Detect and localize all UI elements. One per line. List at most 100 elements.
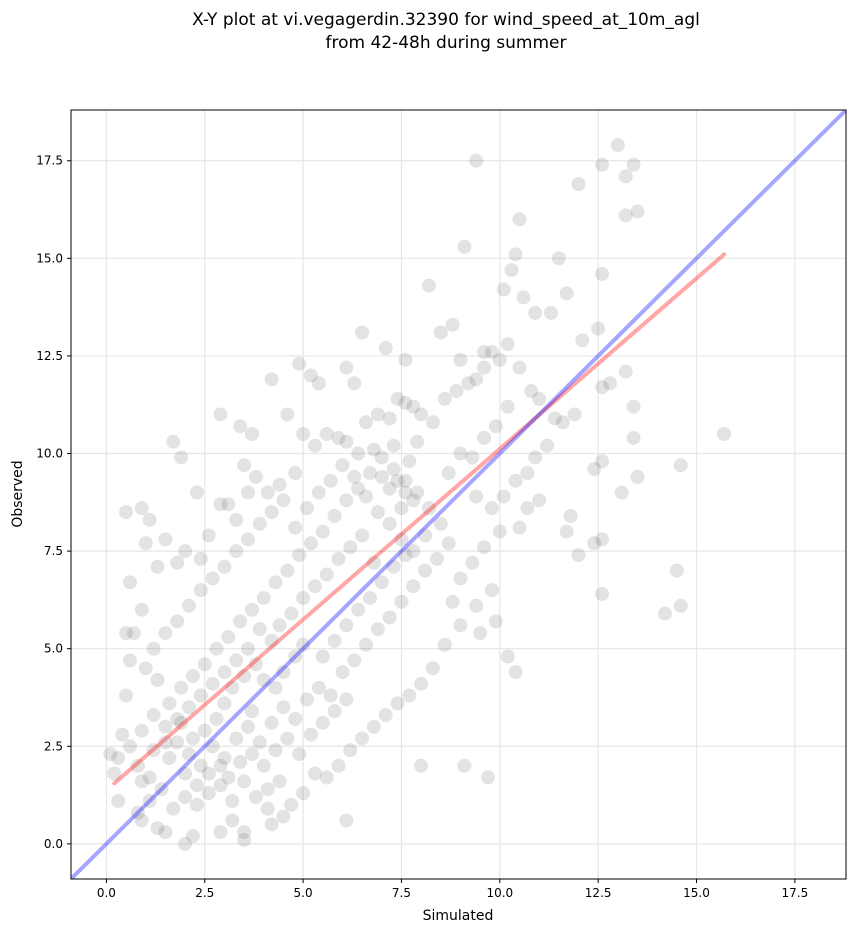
data-point bbox=[618, 208, 633, 223]
data-point bbox=[414, 758, 429, 773]
data-point bbox=[370, 622, 385, 637]
data-point bbox=[221, 629, 236, 644]
data-point bbox=[532, 493, 547, 508]
data-point bbox=[595, 266, 610, 281]
data-point bbox=[323, 688, 338, 703]
data-point bbox=[248, 469, 263, 484]
x-tick-label: 17.5 bbox=[781, 886, 808, 900]
data-point bbox=[516, 290, 531, 305]
data-point bbox=[339, 813, 354, 828]
data-point bbox=[130, 805, 145, 820]
data-point bbox=[256, 590, 271, 605]
data-point bbox=[174, 715, 189, 730]
data-point bbox=[398, 473, 413, 488]
data-point bbox=[524, 384, 539, 399]
data-point bbox=[241, 641, 256, 656]
data-point bbox=[288, 649, 303, 664]
data-point bbox=[477, 540, 492, 555]
data-point bbox=[288, 466, 303, 481]
data-point bbox=[394, 532, 409, 547]
data-point bbox=[193, 551, 208, 566]
data-point bbox=[406, 399, 421, 414]
data-point bbox=[547, 411, 562, 426]
data-point bbox=[111, 750, 126, 765]
data-point bbox=[614, 485, 629, 500]
y-tick-label: 12.5 bbox=[36, 349, 63, 363]
data-point bbox=[602, 376, 617, 391]
data-point bbox=[178, 766, 193, 781]
data-point bbox=[264, 505, 279, 520]
data-point bbox=[398, 352, 413, 367]
data-point bbox=[382, 411, 397, 426]
data-point bbox=[311, 376, 326, 391]
data-point bbox=[170, 555, 185, 570]
data-point bbox=[280, 563, 295, 578]
data-point bbox=[268, 743, 283, 758]
data-point bbox=[492, 352, 507, 367]
data-point bbox=[244, 747, 259, 762]
data-point bbox=[335, 458, 350, 473]
data-point bbox=[339, 360, 354, 375]
data-point bbox=[217, 559, 232, 574]
data-point bbox=[406, 544, 421, 559]
data-point bbox=[618, 169, 633, 184]
data-point bbox=[217, 750, 232, 765]
data-point bbox=[178, 790, 193, 805]
data-point bbox=[465, 450, 480, 465]
data-point bbox=[658, 606, 673, 621]
data-point bbox=[158, 719, 173, 734]
data-point bbox=[595, 157, 610, 172]
data-point bbox=[182, 747, 197, 762]
data-point bbox=[410, 485, 425, 500]
data-point bbox=[138, 661, 153, 676]
data-point bbox=[398, 548, 413, 563]
data-point bbox=[162, 750, 177, 765]
data-point bbox=[425, 661, 440, 676]
data-point bbox=[508, 665, 523, 680]
data-point bbox=[484, 501, 499, 516]
data-point bbox=[595, 532, 610, 547]
scatter-points bbox=[103, 138, 732, 851]
data-point bbox=[339, 434, 354, 449]
data-point bbox=[229, 512, 244, 527]
data-point bbox=[618, 364, 633, 379]
data-point bbox=[268, 680, 283, 695]
data-point bbox=[339, 692, 354, 707]
data-point bbox=[339, 493, 354, 508]
y-tick-label: 5.0 bbox=[44, 642, 63, 656]
data-point bbox=[433, 516, 448, 531]
data-point bbox=[233, 419, 248, 434]
data-point bbox=[252, 735, 267, 750]
data-point bbox=[390, 696, 405, 711]
data-point bbox=[630, 204, 645, 219]
data-point bbox=[477, 360, 492, 375]
data-point bbox=[571, 548, 586, 563]
data-point bbox=[197, 723, 212, 738]
data-point bbox=[205, 739, 220, 754]
data-point bbox=[276, 493, 291, 508]
x-axis-ticks: 0.0 2.5 5.0 7.5 10.0 12.5 15.0 17.5 bbox=[97, 879, 808, 900]
data-point bbox=[398, 395, 413, 410]
data-point bbox=[347, 653, 362, 668]
data-point bbox=[410, 434, 425, 449]
data-point bbox=[244, 602, 259, 617]
y-tick-label: 15.0 bbox=[36, 251, 63, 265]
data-point bbox=[394, 501, 409, 516]
data-point bbox=[453, 618, 468, 633]
data-point bbox=[119, 688, 134, 703]
data-point bbox=[355, 731, 370, 746]
data-point bbox=[339, 618, 354, 633]
data-point bbox=[512, 212, 527, 227]
data-point bbox=[300, 692, 315, 707]
data-point bbox=[296, 786, 311, 801]
data-point bbox=[197, 657, 212, 672]
data-point bbox=[201, 766, 216, 781]
data-point bbox=[142, 512, 157, 527]
y-tick-label: 2.5 bbox=[44, 739, 63, 753]
data-point bbox=[237, 458, 252, 473]
data-point bbox=[378, 708, 393, 723]
data-point bbox=[252, 516, 267, 531]
data-point bbox=[115, 727, 130, 742]
data-point bbox=[233, 754, 248, 769]
data-point bbox=[347, 376, 362, 391]
